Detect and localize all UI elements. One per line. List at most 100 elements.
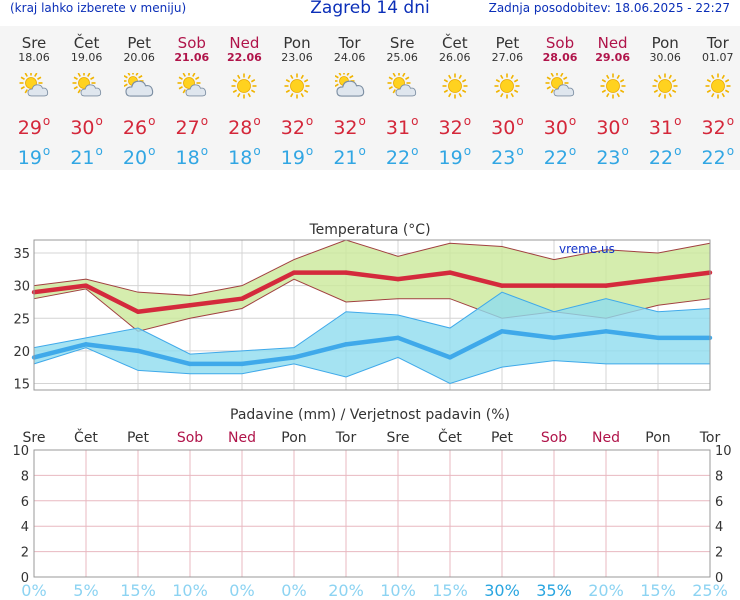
- x-tick-label: Pet: [127, 430, 150, 446]
- min-temperature-line-point: [343, 342, 349, 347]
- min-temperature-line-point: [499, 329, 505, 334]
- x-tick-label: Sob: [177, 430, 203, 446]
- max-temperature: 29o: [17, 114, 51, 139]
- day-date: 25.06: [386, 51, 418, 64]
- y-tick-label-left: 4: [21, 520, 29, 535]
- partly-cloudy-icon: [72, 71, 102, 99]
- precipitation-probability: 10%: [380, 581, 416, 600]
- sunny-icon: [440, 73, 470, 99]
- precipitation-plot-frame: [33, 449, 711, 578]
- min-temperature-line-point: [447, 355, 453, 360]
- precipitation-probability: 15%: [120, 581, 156, 600]
- day-date: 27.06: [491, 51, 524, 64]
- min-temperature: 19o: [17, 144, 51, 169]
- day-name: Sre: [21, 34, 47, 52]
- max-temperature-line-point: [395, 276, 401, 282]
- min-temperature-line: [33, 329, 710, 367]
- max-temperature-line-point: [239, 296, 245, 301]
- max-temperature: 26o: [122, 114, 156, 139]
- day-name: Pon: [651, 34, 679, 52]
- min-temperature: 23o: [491, 144, 524, 169]
- y-tick-label-left: 0: [21, 571, 29, 586]
- x-tick-label: Sre: [387, 430, 410, 446]
- last-update-timestamp: Zadnja posodobitev: 18.06.2025 - 22:27: [488, 1, 730, 15]
- min-temperature: 22o: [648, 144, 682, 169]
- day-name: Pon: [283, 34, 311, 52]
- day-name: Ned: [597, 34, 628, 52]
- day-date: 23.06: [281, 51, 313, 64]
- day-name: Sre: [389, 34, 415, 52]
- max-temperature-line-point: [447, 270, 453, 275]
- y-tick-label: 35: [13, 247, 30, 262]
- max-temperature: 32o: [438, 114, 472, 139]
- sunny-icon: [282, 73, 312, 99]
- day-name: Tor: [706, 34, 729, 52]
- min-temperature-line-point: [395, 335, 401, 341]
- header: (kraj lahko izberete v meniju) Zagreb 14…: [0, 0, 740, 20]
- max-temperature-line-point: [499, 283, 505, 288]
- y-tick-label-right: 8: [715, 469, 723, 484]
- precipitation-probability: 20%: [588, 581, 624, 600]
- min-temperature: 23o: [596, 144, 629, 169]
- page-title: Zagreb 14 dni: [310, 0, 430, 18]
- min-temperature-line-point: [655, 335, 661, 341]
- max-temperature: 30o: [70, 114, 103, 139]
- x-tick-label: Pet: [491, 430, 514, 446]
- precipitation-probability: 20%: [328, 581, 364, 600]
- sunny-icon: [229, 73, 259, 99]
- day-name: Tor: [338, 34, 361, 52]
- x-tick-label: Čet: [74, 428, 98, 446]
- day-name: Sob: [177, 34, 206, 52]
- max-temperature-line-point: [291, 270, 297, 275]
- x-tick-label: Ned: [228, 430, 256, 446]
- min-temperature-line-point: [291, 355, 297, 360]
- day-date: 01.07: [702, 51, 734, 64]
- min-temperature: 22o: [701, 144, 735, 169]
- sunny-icon: [650, 73, 680, 99]
- y-tick-label-left: 8: [21, 469, 29, 484]
- max-temperature: 31o: [385, 114, 419, 139]
- day-date: 20.06: [123, 51, 155, 64]
- day-name: Pet: [495, 34, 520, 52]
- x-tick-label: Tor: [699, 430, 721, 446]
- precipitation-probability: 35%: [536, 581, 572, 600]
- y-tick-label: 20: [13, 345, 30, 360]
- y-tick-label: 25: [13, 312, 30, 327]
- max-temperature: 30o: [543, 114, 577, 139]
- day-name: Ned: [229, 34, 260, 52]
- sunny-icon: [598, 73, 628, 99]
- precipitation-probability: 0%: [229, 581, 255, 600]
- sunny-icon: [492, 73, 522, 99]
- temperature-chart-title: Temperatura (°C): [308, 222, 430, 238]
- min-temperature-line-point: [83, 342, 89, 347]
- max-temperature: 32o: [333, 114, 366, 139]
- x-tick-label: Sre: [23, 430, 46, 446]
- day-name: Pet: [127, 34, 151, 52]
- day-date: 18.06: [18, 51, 50, 64]
- max-temperature: 30o: [491, 114, 524, 139]
- day-date: 30.06: [649, 51, 681, 64]
- min-temperature-line-point: [135, 348, 141, 354]
- location-menu-hint[interactable]: (kraj lahko izberete v meniju): [10, 1, 187, 15]
- partly-cloudy-icon: [387, 71, 417, 99]
- max-temperature-line-point: [655, 276, 661, 282]
- y-tick-label: 15: [13, 377, 30, 392]
- max-temperature-line-point: [551, 283, 557, 288]
- sunny-icon: [703, 73, 733, 99]
- x-tick-label: Tor: [335, 430, 357, 446]
- y-tick-label: 30: [13, 280, 30, 295]
- daily-forecast-strip: Sre 18.06 29o 19o Čet 19.06 30o 21o Pet 20.06 26o 2…: [0, 26, 740, 170]
- min-temperature-line-point: [239, 361, 245, 367]
- max-temperature-line-point: [343, 270, 349, 275]
- min-temperature-line-point: [603, 329, 609, 334]
- y-tick-label-left: 10: [12, 444, 29, 459]
- min-temperature: 20o: [122, 144, 156, 169]
- y-tick-label-right: 2: [715, 546, 723, 561]
- x-tick-label: Sob: [541, 430, 567, 446]
- max-temperature: 32o: [280, 114, 314, 139]
- min-temperature: 18o: [175, 144, 209, 169]
- max-temperature: 27o: [175, 114, 209, 139]
- min-temperature: 21o: [70, 144, 103, 169]
- max-temperature-line-point: [603, 283, 609, 288]
